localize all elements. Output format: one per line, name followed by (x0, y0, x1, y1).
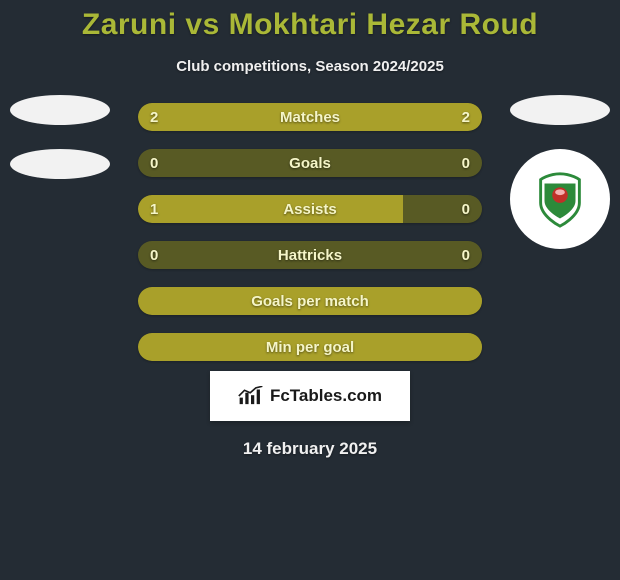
subtitle: Club competitions, Season 2024/2025 (0, 58, 620, 75)
bar-label: Goals per match (138, 287, 482, 315)
bar-label: Min per goal (138, 333, 482, 361)
bar-row: 00Hattricks (138, 241, 482, 269)
bar-row: Min per goal (138, 333, 482, 361)
brand-chart-icon (238, 386, 264, 406)
bar-label: Hattricks (138, 241, 482, 269)
bar-label: Matches (138, 103, 482, 131)
comparison-bars: 22Matches 00Goals 10Assists 00Hattricks Goal… (138, 103, 482, 379)
right-ellipse (510, 95, 610, 125)
club-crest-icon (529, 168, 591, 230)
bar-row: 00Goals (138, 149, 482, 177)
date-text: 14 february 2025 (0, 439, 620, 459)
left-ellipse-2 (10, 149, 110, 179)
content-area: 22Matches 00Goals 10Assists 00Hattricks Goal… (0, 103, 620, 363)
bar-row: 22Matches (138, 103, 482, 131)
bar-label: Assists (138, 195, 482, 223)
bar-label: Goals (138, 149, 482, 177)
bar-row: 10Assists (138, 195, 482, 223)
right-player-badges (510, 95, 610, 249)
brand-text: FcTables.com (270, 386, 382, 406)
left-player-badges (10, 95, 110, 203)
bar-row: Goals per match (138, 287, 482, 315)
left-ellipse-1 (10, 95, 110, 125)
club-crest-badge (510, 149, 610, 249)
comparison-infographic: Zaruni vs Mokhtari Hezar Roud Club compe… (0, 0, 620, 580)
page-title: Zaruni vs Mokhtari Hezar Roud (0, 0, 620, 42)
